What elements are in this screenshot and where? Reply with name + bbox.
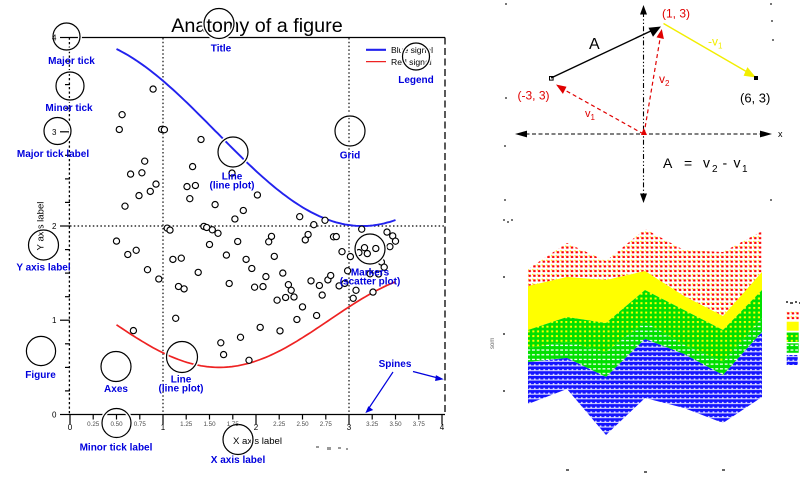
svg-text:X axis label: X axis label	[233, 436, 282, 447]
svg-text:Major tick: Major tick	[48, 56, 95, 67]
svg-text:Figure: Figure	[25, 370, 56, 381]
svg-text:X axis label: X axis label	[211, 455, 266, 466]
svg-text:3.50: 3.50	[389, 421, 402, 428]
svg-text:2: 2	[712, 164, 718, 175]
svg-text:Anatomy of a figure: Anatomy of a figure	[171, 15, 343, 37]
svg-text:(scatter plot): (scatter plot)	[340, 277, 401, 288]
svg-text:A: A	[589, 36, 600, 53]
svg-text:(line plot): (line plot)	[159, 384, 204, 395]
svg-text:v2: v2	[659, 72, 670, 88]
svg-text:-v1: -v1	[708, 35, 723, 51]
svg-text:3: 3	[52, 128, 57, 137]
svg-text:v: v	[703, 155, 710, 171]
svg-text:Spines: Spines	[379, 359, 412, 370]
svg-text:(-3, 3): (-3, 3)	[518, 89, 550, 103]
svg-text:2.50: 2.50	[296, 421, 309, 428]
svg-text:som: som	[490, 338, 496, 349]
svg-text:Grid: Grid	[340, 151, 361, 162]
svg-text:-: -	[723, 155, 728, 171]
svg-text:3.75: 3.75	[413, 421, 426, 428]
svg-text:1.50: 1.50	[203, 421, 216, 428]
svg-text:(1, 3): (1, 3)	[662, 7, 690, 21]
svg-text:0.25: 0.25	[87, 421, 100, 428]
svg-text:1.75: 1.75	[227, 421, 240, 428]
svg-text:=: =	[684, 155, 692, 171]
svg-text:Major tick label: Major tick label	[17, 149, 89, 160]
svg-text:1: 1	[742, 164, 748, 175]
svg-text:3.25: 3.25	[366, 421, 379, 428]
svg-text:A: A	[663, 155, 673, 171]
svg-text:Line: Line	[171, 375, 192, 386]
svg-text:2.25: 2.25	[273, 421, 286, 428]
svg-text:0.75: 0.75	[134, 421, 147, 428]
svg-text:1: 1	[52, 316, 57, 325]
svg-text:1: 1	[161, 423, 166, 432]
svg-text:Legend: Legend	[398, 75, 434, 86]
svg-text:2: 2	[254, 423, 259, 432]
svg-text:Title: Title	[211, 44, 232, 55]
svg-text:Red signal: Red signal	[391, 57, 432, 67]
svg-text:x: x	[778, 129, 783, 139]
svg-text:4: 4	[440, 423, 445, 432]
svg-text:2: 2	[52, 222, 57, 231]
svg-text:(6, 3): (6, 3)	[740, 91, 770, 106]
svg-text:Y axis label: Y axis label	[16, 263, 71, 274]
svg-text:(line plot): (line plot)	[210, 181, 255, 192]
svg-text:1.25: 1.25	[180, 421, 193, 428]
svg-text:3: 3	[347, 423, 352, 432]
svg-text:Axes: Axes	[104, 384, 128, 395]
svg-text:Minor tick label: Minor tick label	[80, 443, 153, 454]
svg-text:0: 0	[68, 423, 73, 432]
svg-text:0: 0	[52, 411, 57, 420]
svg-text:Blue signal: Blue signal	[391, 45, 433, 55]
svg-text:v: v	[734, 155, 741, 171]
svg-text:Line: Line	[222, 172, 243, 183]
svg-text:Y axis label: Y axis label	[36, 202, 47, 251]
svg-text:2.75: 2.75	[320, 421, 333, 428]
svg-text:0.50: 0.50	[110, 421, 123, 428]
svg-text:Markers: Markers	[351, 268, 390, 279]
svg-text:4: 4	[52, 34, 57, 43]
svg-text:Minor tick: Minor tick	[45, 103, 93, 114]
svg-text:v1: v1	[585, 108, 596, 122]
